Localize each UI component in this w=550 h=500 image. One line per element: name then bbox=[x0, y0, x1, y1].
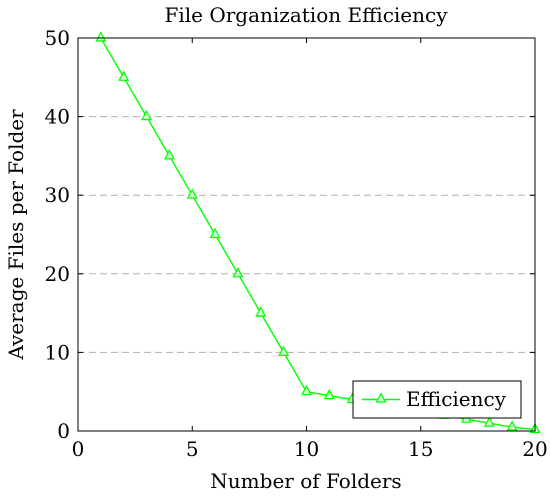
y-axis-label: Average Files per Folder bbox=[4, 109, 28, 361]
y-tick-label-30: 30 bbox=[45, 183, 70, 207]
plot-frame bbox=[77, 37, 536, 432]
data-point-0-18 bbox=[506, 420, 518, 431]
legend: Efficiency bbox=[352, 380, 522, 419]
data-point-0-6 bbox=[232, 267, 244, 278]
y-tick-label-50: 50 bbox=[45, 26, 70, 50]
data-point-0-3 bbox=[163, 149, 175, 160]
x-tick-label-20: 20 bbox=[522, 437, 547, 461]
y-tick-label-10: 10 bbox=[45, 340, 70, 364]
legend-marker-triangle bbox=[375, 392, 387, 403]
data-point-0-4 bbox=[186, 188, 198, 199]
y-tick-label-20: 20 bbox=[45, 262, 70, 286]
x-tick-label-0: 0 bbox=[72, 437, 85, 461]
y-tick-label-40: 40 bbox=[45, 105, 70, 129]
data-point-0-7 bbox=[255, 306, 267, 317]
x-tick-label-10: 10 bbox=[294, 437, 319, 461]
x-axis-ticks: 0 5 10 15 20 bbox=[72, 38, 548, 461]
data-point-0-1 bbox=[118, 70, 130, 81]
data-point-0-0 bbox=[95, 31, 107, 42]
y-tick-label-0: 0 bbox=[57, 419, 70, 443]
data-point-0-8 bbox=[278, 345, 290, 356]
x-tick-label-15: 15 bbox=[408, 437, 433, 461]
data-point-0-2 bbox=[141, 109, 153, 121]
y-axis-ticks: 0 10 20 30 40 50 bbox=[45, 26, 535, 443]
x-axis-label: Number of Folders bbox=[210, 469, 401, 493]
x-tick-label-5: 5 bbox=[186, 437, 199, 461]
legend-label-efficiency: Efficiency bbox=[406, 387, 507, 411]
data-point-0-9 bbox=[301, 384, 312, 396]
data-point-0-5 bbox=[209, 227, 221, 239]
series-line-efficiency bbox=[100, 37, 536, 431]
series-layer bbox=[95, 31, 541, 434]
grid-lines bbox=[78, 116, 535, 353]
data-point-0-10 bbox=[323, 388, 335, 400]
chart-title: File Organization Efficiency bbox=[164, 3, 448, 27]
data-point-0-17 bbox=[483, 416, 495, 427]
